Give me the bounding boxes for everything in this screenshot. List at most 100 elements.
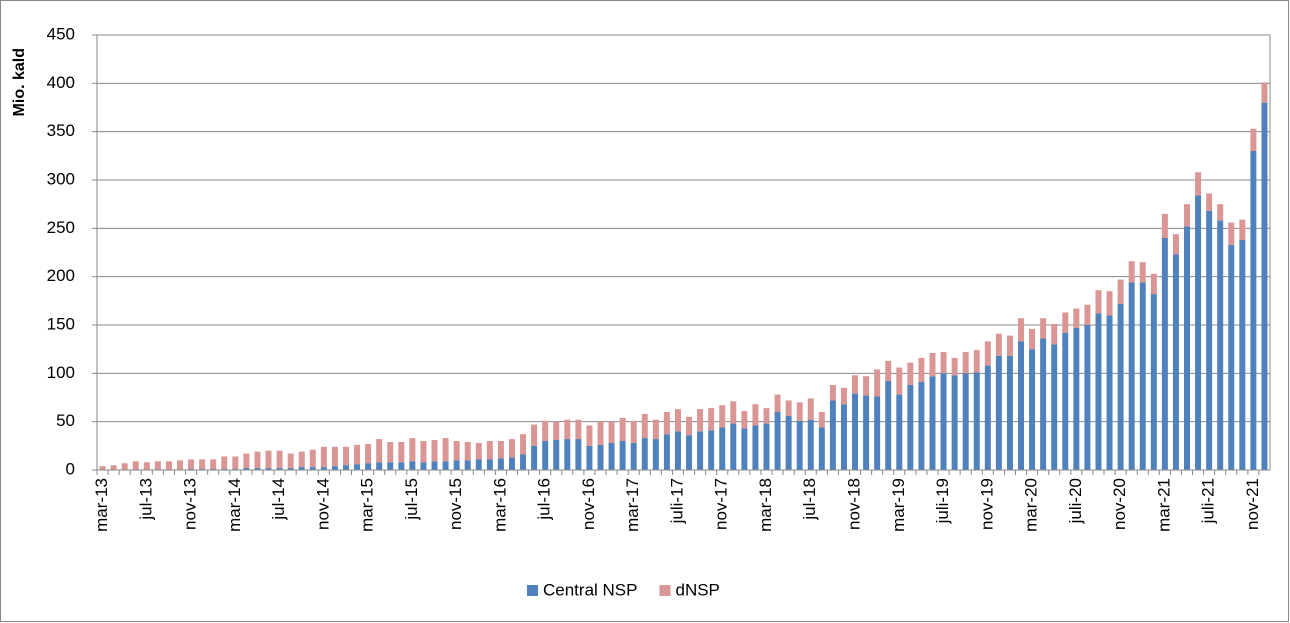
bar-segment <box>1206 193 1213 211</box>
bar-segment <box>1217 220 1224 470</box>
x-tick-label: juli-19 <box>933 478 952 524</box>
bar-segment <box>1250 151 1257 470</box>
bar-segment <box>409 438 416 462</box>
bar-segment <box>497 458 504 470</box>
bar-segment <box>243 453 250 469</box>
bar-segment <box>973 350 980 373</box>
bar-segment <box>309 449 316 468</box>
bar-segment <box>1217 204 1224 221</box>
bar-segment <box>520 434 527 455</box>
bar-segment <box>818 427 825 470</box>
bar-segment <box>387 462 394 470</box>
bar-segment <box>442 438 449 462</box>
bar-segment <box>630 420 637 443</box>
bar-segment <box>1117 303 1124 470</box>
bar-segment <box>531 445 538 470</box>
legend-label: dNSP <box>675 580 719 599</box>
bar-segment <box>1250 128 1257 151</box>
bar-segment <box>287 453 294 469</box>
bar-segment <box>1040 318 1047 339</box>
bar-segment <box>265 468 272 470</box>
bar-segment <box>1228 244 1235 470</box>
bar-segment <box>365 443 372 464</box>
bar-segment <box>918 382 925 470</box>
bar-segment <box>553 440 560 470</box>
x-tick-label: mar-15 <box>358 478 377 532</box>
bar-segment <box>1195 172 1202 196</box>
bar-segment <box>774 394 781 412</box>
y-tick-label: 250 <box>47 218 75 237</box>
bar-segment <box>232 456 239 470</box>
bar-segment <box>818 412 825 428</box>
bar-segment <box>188 459 195 470</box>
bar-segment <box>387 441 394 463</box>
bar-segment <box>840 387 847 405</box>
x-tick-label: mar-19 <box>889 478 908 532</box>
bar-segment <box>320 467 327 470</box>
bar-segment <box>1184 204 1190 227</box>
bar-segment <box>896 367 903 395</box>
bar-segment <box>962 352 969 374</box>
bar-segment <box>320 446 327 468</box>
x-tick-label: nov-15 <box>446 478 465 530</box>
bar-segment <box>1062 312 1069 333</box>
bar-segment <box>453 460 460 470</box>
bar-segment <box>663 412 670 435</box>
bar-segment <box>1128 282 1135 470</box>
x-tick-label: nov-21 <box>1243 478 1262 530</box>
bar-segment <box>508 439 515 458</box>
bar-segment <box>1184 226 1190 470</box>
bar-segment <box>497 441 504 459</box>
bar-segment <box>863 376 870 396</box>
bar-segment <box>951 357 958 376</box>
x-tick-label: mar-20 <box>1022 478 1041 532</box>
bar-segment <box>1117 279 1124 304</box>
bar-segment <box>486 441 493 460</box>
y-tick-label: 150 <box>47 314 75 333</box>
bar-segment <box>774 412 781 470</box>
bar-segment <box>863 395 870 470</box>
bar-segment <box>785 400 792 416</box>
bar-segment <box>564 419 571 440</box>
bar-segment <box>132 461 139 470</box>
y-tick-label: 400 <box>47 73 75 92</box>
bar-segment <box>940 373 947 470</box>
bar-segment <box>874 369 881 397</box>
bar-segment <box>298 451 305 468</box>
x-tick-label: nov-17 <box>712 478 731 530</box>
bar-segment <box>1073 327 1080 470</box>
bar-segment <box>1018 341 1025 470</box>
bar-segment <box>630 442 637 470</box>
bar-segment <box>1006 355 1013 470</box>
x-tick-label: mar-14 <box>225 478 244 532</box>
bar-segment <box>276 450 283 469</box>
legend-label: Central NSP <box>543 580 637 599</box>
bar-segment <box>885 360 892 382</box>
bar-segment <box>575 419 582 440</box>
bar-segment <box>730 401 737 424</box>
x-tick-label: mar-16 <box>490 478 509 532</box>
bar-segment <box>464 460 471 470</box>
bar-segment <box>741 428 748 470</box>
bar-segment <box>1051 344 1058 470</box>
bar-segment <box>708 408 715 431</box>
bar-segment <box>686 416 693 436</box>
bar-segment <box>1029 328 1036 350</box>
bar-segment <box>619 441 626 470</box>
bar-segment <box>796 420 803 470</box>
bar-segment <box>298 467 305 470</box>
bar-segment <box>420 462 427 470</box>
bar-segment <box>796 402 803 421</box>
x-tick-label: jul-13 <box>136 478 155 521</box>
bar-segment <box>354 444 361 465</box>
x-tick-label: jul-14 <box>269 478 288 521</box>
bar-segment <box>1239 219 1246 240</box>
bar-segment <box>1073 308 1080 328</box>
x-tick-label: nov-19 <box>977 478 996 530</box>
bar-segment <box>995 355 1002 470</box>
x-tick-label: jul-16 <box>535 478 554 521</box>
bar-segment <box>143 462 150 470</box>
y-tick-label: 350 <box>47 121 75 140</box>
bar-segment <box>674 409 681 432</box>
bar-segment <box>907 384 914 470</box>
